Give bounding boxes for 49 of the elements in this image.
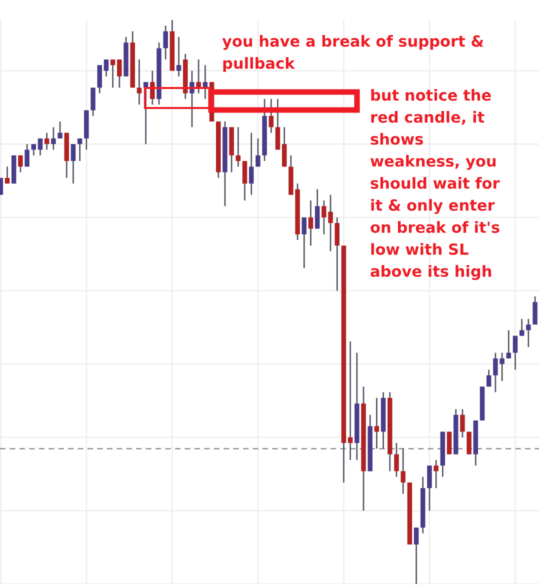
candlestick [38, 138, 43, 156]
candlestick [236, 126, 241, 168]
candlestick [414, 526, 419, 584]
candlestick [58, 120, 62, 140]
candlestick [308, 200, 314, 246]
candlestick [44, 132, 50, 150]
candlestick [374, 397, 380, 450]
candlestick [31, 143, 36, 156]
candlestick [104, 58, 109, 78]
candlestick [334, 216, 340, 292]
candlestick [163, 24, 168, 60]
candlestick [446, 431, 452, 455]
candlestick [268, 98, 274, 134]
candlestick [394, 442, 399, 478]
text: but notice the red candle, it shows weakness, you should wait for it & only enter on break of it's low with SL above its high [370, 89, 500, 280]
candlestick [18, 154, 23, 173]
candlestick [532, 296, 538, 326]
candlestick [24, 143, 30, 168]
candlestick [176, 36, 182, 78]
candlestick [196, 58, 201, 94]
candlestick [110, 58, 116, 88]
candlestick [51, 126, 56, 150]
candlestick [400, 448, 406, 494]
candlestick [466, 431, 472, 455]
candlestick [314, 188, 320, 230]
candlestick [506, 330, 512, 360]
candlestick [275, 98, 280, 150]
candlestick [519, 318, 524, 337]
annotation: you have a break of support & pullback [222, 35, 484, 72]
candlestick [97, 64, 102, 94]
candlestick [256, 138, 260, 168]
candlestick [512, 335, 518, 370]
candlestick [70, 143, 76, 184]
candlestick [302, 216, 307, 269]
candlestick [434, 459, 438, 489]
candlestick [427, 464, 432, 512]
candlestick [282, 126, 287, 168]
candlestick [486, 368, 492, 388]
candlestick [4, 166, 10, 184]
candlestick [460, 408, 465, 438]
candlestick [150, 70, 155, 106]
candlestick [242, 160, 248, 202]
candlestick [348, 340, 353, 461]
candlestick [90, 86, 96, 117]
candlestick [117, 58, 122, 88]
candlestick [248, 132, 254, 196]
candlestick [526, 318, 531, 348]
candlestick [136, 58, 142, 106]
candlestick [77, 138, 82, 162]
